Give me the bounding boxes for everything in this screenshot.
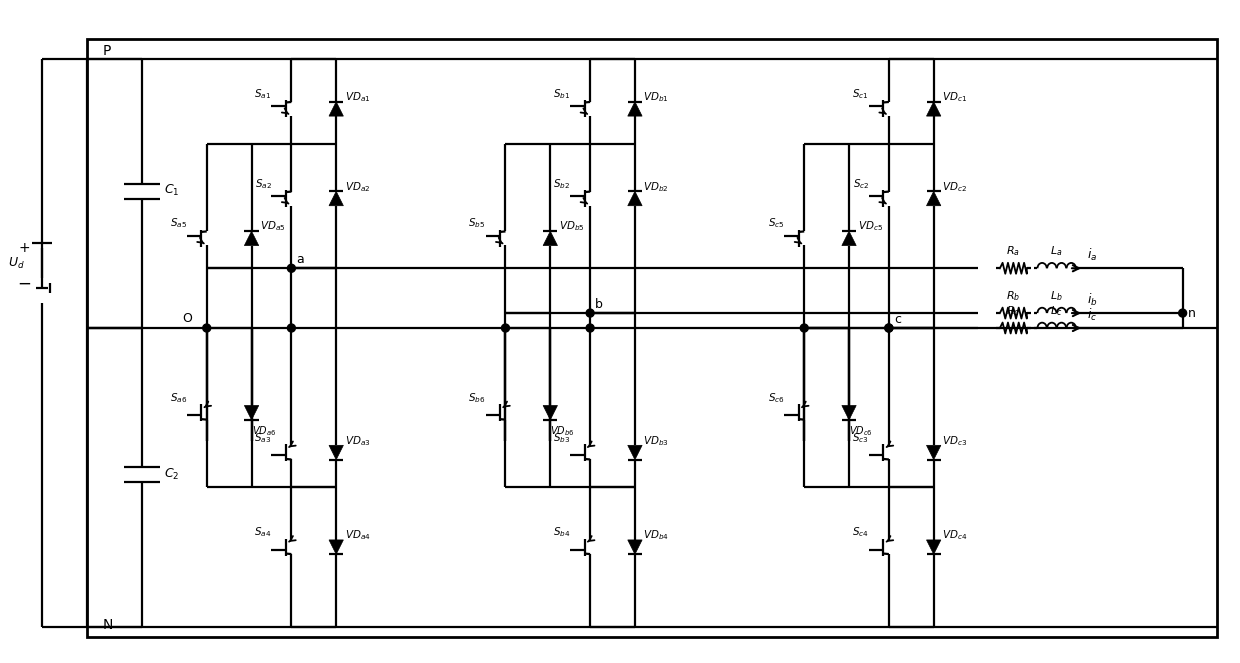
Text: $VD_{c4}$: $VD_{c4}$ — [942, 528, 967, 542]
Text: $VD_{a3}$: $VD_{a3}$ — [345, 434, 371, 448]
Circle shape — [885, 324, 893, 332]
Polygon shape — [329, 192, 343, 206]
Polygon shape — [842, 406, 856, 420]
Circle shape — [1179, 309, 1187, 317]
Text: $VD_{b5}$: $VD_{b5}$ — [559, 219, 584, 233]
Polygon shape — [543, 231, 558, 245]
Text: $S_{a5}$: $S_{a5}$ — [170, 217, 187, 231]
Text: $S_{c5}$: $S_{c5}$ — [768, 217, 785, 231]
Polygon shape — [329, 446, 343, 459]
Text: n: n — [1188, 306, 1195, 320]
Text: $U_d$: $U_d$ — [7, 256, 25, 271]
Polygon shape — [244, 406, 259, 420]
Circle shape — [587, 324, 594, 332]
Text: $VD_{c2}$: $VD_{c2}$ — [942, 180, 967, 194]
Text: −: − — [17, 274, 31, 292]
Text: $L_b$: $L_b$ — [1050, 289, 1063, 303]
Text: $S_{a3}$: $S_{a3}$ — [254, 431, 272, 444]
Text: a: a — [296, 253, 304, 267]
Text: $VD_{c5}$: $VD_{c5}$ — [858, 219, 883, 233]
Polygon shape — [926, 540, 941, 554]
Text: $VD_{a2}$: $VD_{a2}$ — [345, 180, 370, 194]
Text: $S_{b3}$: $S_{b3}$ — [553, 431, 570, 444]
Text: $S_{b5}$: $S_{b5}$ — [469, 217, 486, 231]
Text: $i_c$: $i_c$ — [1087, 307, 1097, 323]
Text: $i_a$: $i_a$ — [1087, 247, 1097, 263]
Text: $S_{a1}$: $S_{a1}$ — [254, 87, 272, 101]
Polygon shape — [926, 101, 941, 116]
Text: $S_{c2}$: $S_{c2}$ — [853, 177, 869, 190]
Text: $VD_{a6}$: $VD_{a6}$ — [252, 424, 275, 438]
Text: $i_b$: $i_b$ — [1087, 292, 1097, 308]
Text: $VD_{a1}$: $VD_{a1}$ — [345, 90, 371, 104]
Text: $R_c$: $R_c$ — [1007, 304, 1021, 318]
Circle shape — [203, 324, 211, 332]
Text: c: c — [894, 313, 900, 326]
Text: $S_{c4}$: $S_{c4}$ — [852, 525, 869, 539]
Polygon shape — [926, 446, 941, 459]
Text: +: + — [19, 241, 30, 255]
Text: $VD_{b3}$: $VD_{b3}$ — [644, 434, 670, 448]
Circle shape — [501, 324, 510, 332]
Text: $S_{b2}$: $S_{b2}$ — [553, 177, 570, 190]
Text: b: b — [595, 298, 603, 311]
Text: $S_{b1}$: $S_{b1}$ — [553, 87, 570, 101]
Text: $VD_{b2}$: $VD_{b2}$ — [644, 180, 668, 194]
Text: $C_2$: $C_2$ — [164, 467, 180, 482]
Polygon shape — [627, 446, 642, 459]
Text: $VD_{c3}$: $VD_{c3}$ — [942, 434, 967, 448]
Text: $L_c$: $L_c$ — [1050, 304, 1063, 318]
Circle shape — [288, 324, 295, 332]
Polygon shape — [842, 231, 856, 245]
Text: $VD_{b4}$: $VD_{b4}$ — [644, 528, 670, 542]
Circle shape — [885, 324, 893, 332]
Text: P: P — [102, 44, 110, 58]
Text: $VD_{a5}$: $VD_{a5}$ — [260, 219, 285, 233]
Polygon shape — [926, 192, 941, 206]
Text: $R_b$: $R_b$ — [1006, 289, 1021, 303]
Text: $S_{a4}$: $S_{a4}$ — [254, 525, 272, 539]
Text: $S_{a2}$: $S_{a2}$ — [254, 177, 272, 190]
Text: $C_1$: $C_1$ — [164, 183, 180, 198]
Polygon shape — [627, 101, 642, 116]
Text: $VD_{c1}$: $VD_{c1}$ — [942, 90, 967, 104]
Polygon shape — [627, 540, 642, 554]
Text: $R_a$: $R_a$ — [1007, 245, 1021, 259]
Circle shape — [288, 265, 295, 272]
Text: $S_{a6}$: $S_{a6}$ — [170, 391, 187, 404]
Polygon shape — [543, 406, 558, 420]
Text: $S_{c6}$: $S_{c6}$ — [768, 391, 785, 404]
Polygon shape — [627, 192, 642, 206]
Text: $VD_{a4}$: $VD_{a4}$ — [345, 528, 371, 542]
Polygon shape — [329, 540, 343, 554]
Polygon shape — [244, 231, 259, 245]
Circle shape — [587, 309, 594, 317]
Text: $VD_{b1}$: $VD_{b1}$ — [644, 90, 670, 104]
Text: $VD_{c6}$: $VD_{c6}$ — [849, 424, 873, 438]
Text: $S_{b4}$: $S_{b4}$ — [553, 525, 570, 539]
Text: $VD_{b6}$: $VD_{b6}$ — [551, 424, 574, 438]
Text: N: N — [102, 618, 113, 632]
Text: O: O — [182, 312, 192, 325]
Text: $S_{c3}$: $S_{c3}$ — [852, 431, 869, 444]
Text: $S_{b6}$: $S_{b6}$ — [469, 391, 486, 404]
Polygon shape — [329, 101, 343, 116]
Circle shape — [800, 324, 808, 332]
Text: $S_{c1}$: $S_{c1}$ — [852, 87, 869, 101]
Text: $L_a$: $L_a$ — [1050, 245, 1063, 259]
